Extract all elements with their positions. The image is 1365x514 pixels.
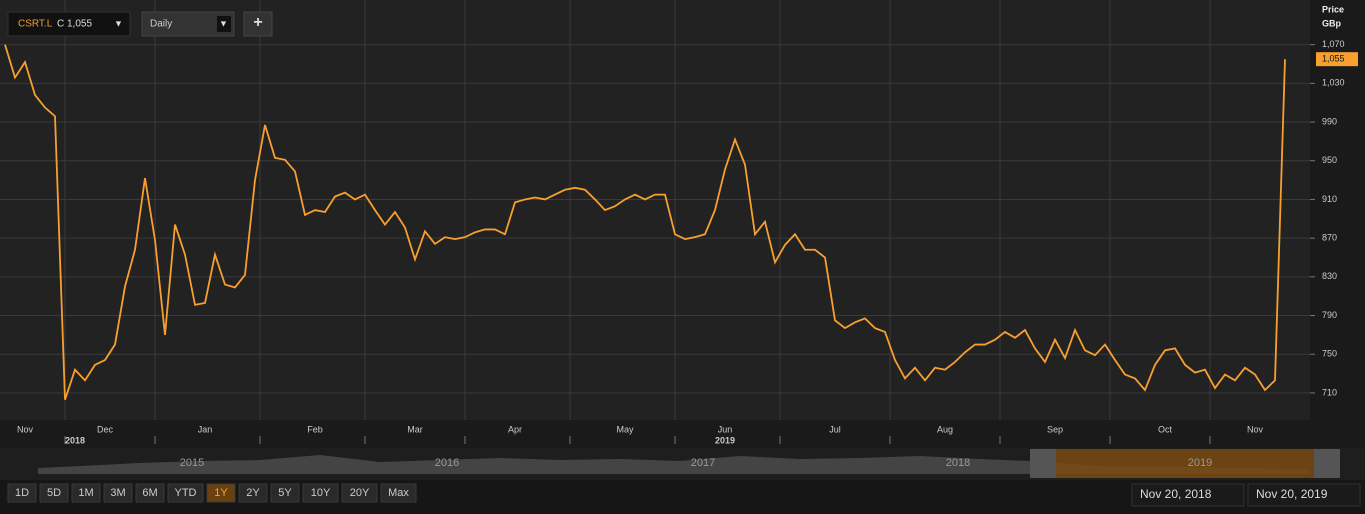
range-button[interactable] [71, 483, 101, 503]
navigator-label: 2016 [435, 457, 459, 469]
navigator-area [38, 455, 1310, 474]
x-tick-label: Dec [97, 424, 114, 434]
quote: C 1,055 [57, 19, 92, 30]
date-from-box[interactable] [1131, 483, 1245, 507]
dropdown-arrow: ▼ [219, 18, 228, 28]
range-button-label: 5D [47, 487, 61, 499]
navigator-label: 2019 [1188, 457, 1212, 469]
range-button-label: 5Y [278, 487, 292, 499]
navigator-label: 2017 [691, 457, 715, 469]
y-axis-area [1310, 0, 1365, 448]
range-button-label: 2Y [246, 487, 260, 499]
y-tick-label: 710 [1322, 387, 1337, 397]
year-label: 2018 [65, 435, 85, 445]
last-price-label: 1,055 [1322, 54, 1345, 64]
x-tick-label: May [616, 424, 634, 434]
ticker: CSRT.L [18, 19, 53, 30]
add-label: + [253, 14, 262, 31]
y-tick-label: 950 [1322, 155, 1337, 165]
range-button[interactable] [302, 483, 339, 503]
x-tick-label: Jul [829, 424, 841, 434]
y-tick-label: 750 [1322, 349, 1337, 359]
range-button[interactable] [270, 483, 300, 503]
x-tick-label: Jun [718, 424, 733, 434]
price-line [4, 44, 1286, 400]
ticker-box[interactable] [7, 11, 131, 37]
navigator-label: 2015 [180, 457, 204, 469]
x-tick-label: Jan [198, 424, 213, 434]
x-tick-label: Nov [17, 424, 34, 434]
add-button[interactable] [243, 11, 273, 37]
range-button-label: YTD [175, 487, 197, 499]
navigator-handle[interactable] [1314, 449, 1340, 478]
y-unit: GBp [1322, 18, 1342, 28]
range-button[interactable] [103, 483, 133, 503]
y-tick-label: 990 [1322, 116, 1337, 126]
x-tick-label: Nov [1247, 424, 1264, 434]
interval: Daily [150, 19, 172, 30]
x-tick-label: Aug [937, 424, 953, 434]
range-button-label: 3M [110, 487, 125, 499]
range-button-label: 6M [142, 487, 157, 499]
range-button[interactable] [39, 483, 69, 503]
date-to: Nov 20, 2019 [1256, 487, 1328, 501]
range-button[interactable] [135, 483, 165, 503]
range-button-label: Max [388, 487, 409, 499]
x-tick-label: Oct [1158, 424, 1173, 434]
navigator-label: 2018 [946, 457, 970, 469]
date-from: Nov 20, 2018 [1140, 487, 1212, 501]
x-axis-area [0, 420, 1310, 448]
range-button-label: 1Y [214, 487, 228, 499]
range-button-label: 1M [78, 487, 93, 499]
range-button-label: 1D [15, 487, 29, 499]
y-tick-label: 830 [1322, 271, 1337, 281]
y-tick-label: 910 [1322, 194, 1337, 204]
year-label: 2019 [715, 435, 735, 445]
range-button[interactable] [167, 483, 204, 503]
y-tick-label: 1,070 [1322, 39, 1345, 49]
navigator-handle[interactable] [1030, 449, 1056, 478]
x-tick-label: Mar [407, 424, 423, 434]
last-price-box [1316, 52, 1358, 67]
date-to-box[interactable] [1247, 483, 1361, 507]
x-tick-label: Apr [508, 424, 522, 434]
dropdown [217, 16, 231, 32]
y-tick-label: 1,030 [1322, 78, 1345, 88]
x-tick-label: Feb [307, 424, 323, 434]
range-button[interactable] [380, 483, 417, 503]
range-button[interactable] [206, 483, 236, 503]
range-button-label: 20Y [350, 487, 370, 499]
range-button[interactable] [7, 483, 37, 503]
range-button-label: 10Y [311, 487, 331, 499]
dropdown-arrow: ▼ [114, 18, 123, 28]
plot-area [0, 0, 1310, 420]
y-tick-label: 870 [1322, 233, 1337, 243]
range-button[interactable] [341, 483, 378, 503]
y-tick-label: 790 [1322, 310, 1337, 320]
x-tick-label: Sep [1047, 424, 1063, 434]
y-label: Price [1322, 4, 1344, 14]
navigator-window[interactable] [1030, 449, 1340, 478]
range-button[interactable] [238, 483, 268, 503]
